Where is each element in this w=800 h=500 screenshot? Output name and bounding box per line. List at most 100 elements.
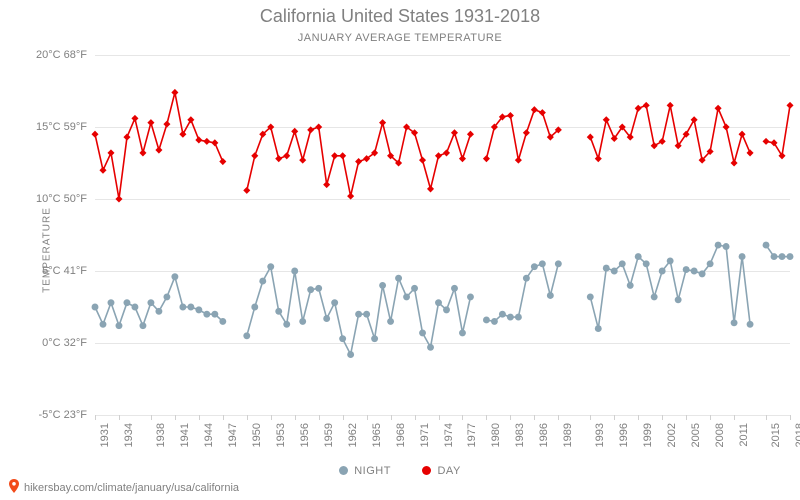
series-marker-day <box>731 159 738 166</box>
series-line-day <box>95 92 790 199</box>
series-marker-night <box>155 308 162 315</box>
series-marker-night <box>643 260 650 267</box>
legend-item-night: NIGHT <box>339 465 391 477</box>
series-marker-night <box>371 335 378 342</box>
series-marker-night <box>747 321 754 328</box>
series-marker-night <box>451 285 458 292</box>
series-marker-night <box>715 242 722 249</box>
series-marker-night <box>427 344 434 351</box>
series-marker-day <box>211 139 218 146</box>
series-marker-night <box>459 329 466 336</box>
temperature-chart: California United States 1931-2018 JANUA… <box>0 0 800 500</box>
series-marker-night <box>108 299 115 306</box>
series-marker-day <box>435 152 442 159</box>
series-marker-night <box>499 311 506 318</box>
attribution: hikersbay.com/climate/january/usa/califo… <box>8 479 239 496</box>
series-marker-day <box>123 134 130 141</box>
series-marker-day <box>778 152 785 159</box>
series-marker-day <box>651 142 658 149</box>
series-marker-night <box>483 316 490 323</box>
series-marker-night <box>275 308 282 315</box>
series-marker-day <box>786 102 793 109</box>
series-marker-night <box>699 270 706 277</box>
series-marker-night <box>739 253 746 260</box>
series-marker-day <box>643 102 650 109</box>
series-marker-night <box>531 263 538 270</box>
series-marker-day <box>419 157 426 164</box>
series-marker-night <box>611 268 618 275</box>
series-marker-night <box>787 253 794 260</box>
series-marker-night <box>171 273 178 280</box>
series-marker-day <box>443 149 450 156</box>
series-marker-night <box>635 253 642 260</box>
series-marker-day <box>659 138 666 145</box>
series-marker-night <box>683 266 690 273</box>
series-marker-night <box>243 332 250 339</box>
series-marker-night <box>163 293 170 300</box>
series-marker-day <box>139 149 146 156</box>
series-marker-night <box>347 351 354 358</box>
series-marker-night <box>491 318 498 325</box>
series-marker-night <box>147 299 154 306</box>
series-marker-day <box>667 102 674 109</box>
series-marker-day <box>251 152 258 159</box>
series-marker-day <box>531 106 538 113</box>
legend-dot-night <box>339 466 348 475</box>
series-marker-night <box>659 268 666 275</box>
series-marker-night <box>595 325 602 332</box>
series-marker-day <box>307 126 314 133</box>
series-line-night <box>95 245 790 354</box>
series-marker-day <box>459 155 466 162</box>
series-marker-night <box>339 335 346 342</box>
series-marker-day <box>275 155 282 162</box>
series-marker-night <box>587 293 594 300</box>
series-marker-night <box>771 253 778 260</box>
series-marker-day <box>283 152 290 159</box>
series-marker-night <box>507 314 514 321</box>
series-marker-night <box>555 260 562 267</box>
series-marker-night <box>779 253 786 260</box>
series-marker-day <box>331 152 338 159</box>
series-marker-night <box>187 304 194 311</box>
attribution-text: hikersbay.com/climate/january/usa/califo… <box>24 482 239 494</box>
series-marker-day <box>315 123 322 130</box>
series-marker-night <box>603 265 610 272</box>
series-marker-day <box>635 105 642 112</box>
series-marker-night <box>131 304 138 311</box>
map-pin-icon <box>8 479 20 496</box>
series-marker-day <box>427 185 434 192</box>
series-marker-day <box>131 115 138 122</box>
series-marker-day <box>291 128 298 135</box>
series-marker-night <box>627 282 634 289</box>
series-marker-day <box>595 155 602 162</box>
series-marker-day <box>603 116 610 123</box>
series-marker-night <box>467 293 474 300</box>
series-marker-night <box>395 275 402 282</box>
series-marker-night <box>283 321 290 328</box>
series-marker-night <box>443 306 450 313</box>
series-marker-day <box>219 158 226 165</box>
series-marker-day <box>523 129 530 136</box>
series-marker-day <box>347 193 354 200</box>
series-marker-day <box>99 167 106 174</box>
series-marker-night <box>403 293 410 300</box>
series-marker-night <box>411 285 418 292</box>
legend-label-night: NIGHT <box>354 465 391 477</box>
series-marker-night <box>731 319 738 326</box>
legend-item-day: DAY <box>422 465 460 477</box>
series-marker-night <box>619 260 626 267</box>
series-marker-day <box>91 131 98 138</box>
series-marker-night <box>547 292 554 299</box>
plot-area <box>0 0 800 500</box>
series-marker-night <box>387 318 394 325</box>
series-marker-day <box>171 89 178 96</box>
series-marker-day <box>243 187 250 194</box>
series-marker-day <box>203 138 210 145</box>
series-marker-day <box>691 116 698 123</box>
series-marker-night <box>203 311 210 318</box>
series-marker-day <box>539 109 546 116</box>
series-marker-night <box>123 299 130 306</box>
series-marker-night <box>651 293 658 300</box>
series-marker-night <box>355 311 362 318</box>
series-marker-night <box>363 311 370 318</box>
